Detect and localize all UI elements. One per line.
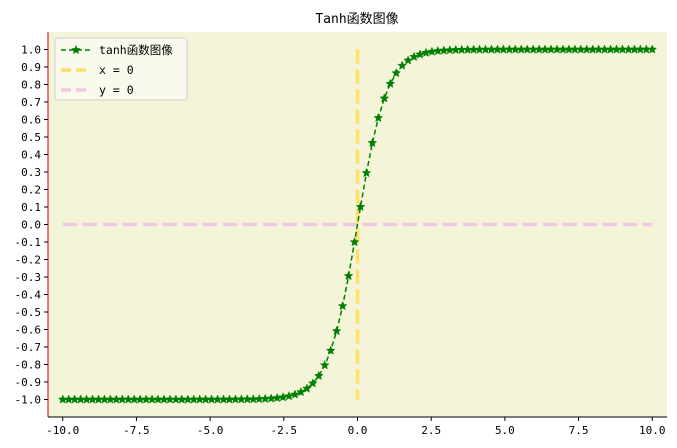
y-tick-label: 0.4 [21, 149, 41, 162]
y-tick-label: 0.3 [21, 166, 41, 179]
data-point-star [331, 325, 342, 336]
data-point-star [307, 378, 318, 388]
legend-box [54, 37, 188, 101]
data-point-star [403, 55, 414, 65]
data-point-star [379, 93, 390, 103]
x-tick-label: 10.0 [639, 424, 666, 437]
y-tick-label: 0.7 [21, 96, 41, 109]
data-point-star [355, 201, 366, 212]
y-tick-label: 0.0 [21, 219, 41, 232]
y-tick-label: -0.7 [15, 341, 42, 354]
data-point-star [367, 137, 378, 148]
data-point-star [313, 370, 324, 381]
x-tick-label: -5.0 [197, 424, 224, 437]
data-point-star [385, 78, 396, 88]
x-tick-label: 5.0 [495, 424, 515, 437]
y-tick-label: -0.1 [15, 236, 42, 249]
data-point-star [343, 270, 354, 281]
x-tick-label: 7.5 [569, 424, 589, 437]
y-tick-label: 0.2 [21, 184, 41, 197]
legend-label: y = 0 [99, 83, 134, 97]
x-tick-label: -2.5 [271, 424, 298, 437]
x-tick-label: 2.5 [421, 424, 441, 437]
x-tick-label: -10.0 [46, 424, 79, 437]
y-tick-label: 0.8 [21, 79, 41, 92]
legend-label: tanh函数图像 [99, 43, 173, 57]
legend-marker-star [71, 44, 81, 55]
data-point-star [296, 386, 306, 397]
data-point-star [290, 389, 300, 399]
y-axis: -1.0 -0.9 -0.8 -0.7 -0.6 -0.5 -0.4 -0.3 -0.2 -0.1… [15, 44, 48, 407]
y-tick-label: -1.0 [15, 394, 42, 407]
data-point-star [361, 167, 372, 178]
data-point-star [325, 345, 336, 355]
y-tick-label: 1.0 [21, 44, 41, 57]
legend: tanh函数图像 x = 0 y = 0 [54, 37, 188, 101]
x-tick-label: 0.0 [348, 424, 368, 437]
x-tick-label: -7.5 [123, 424, 150, 437]
y-tick-label: -0.9 [15, 376, 42, 389]
data-point-star [647, 44, 658, 54]
data-point-star [409, 51, 419, 62]
data-point-star [349, 236, 360, 247]
data-point-star [373, 112, 384, 123]
data-point-star [319, 360, 330, 370]
data-point-star [391, 67, 402, 78]
y-tick-label: -0.6 [15, 324, 42, 337]
y-tick-label: -0.2 [15, 254, 42, 267]
series-layer [57, 44, 658, 404]
y-tick-label: 0.6 [21, 114, 41, 127]
y-tick-label: 0.5 [21, 131, 41, 144]
legend-label: x = 0 [99, 63, 134, 77]
y-tick-label: 0.1 [21, 201, 41, 214]
x-axis: -10.0 -7.5 -5.0 -2.5 0.0 2.5 5.0 7.5 10.0 [46, 417, 666, 437]
chart-title: Tanh函数图像 [315, 12, 398, 27]
y-tick-label: -0.8 [15, 359, 42, 372]
y-tick-label: -0.3 [15, 271, 42, 284]
y-tick-label: -0.4 [15, 289, 42, 302]
y-tick-label: -0.5 [15, 306, 42, 319]
data-point-star [337, 300, 348, 311]
y-tick-label: 0.9 [21, 61, 41, 74]
